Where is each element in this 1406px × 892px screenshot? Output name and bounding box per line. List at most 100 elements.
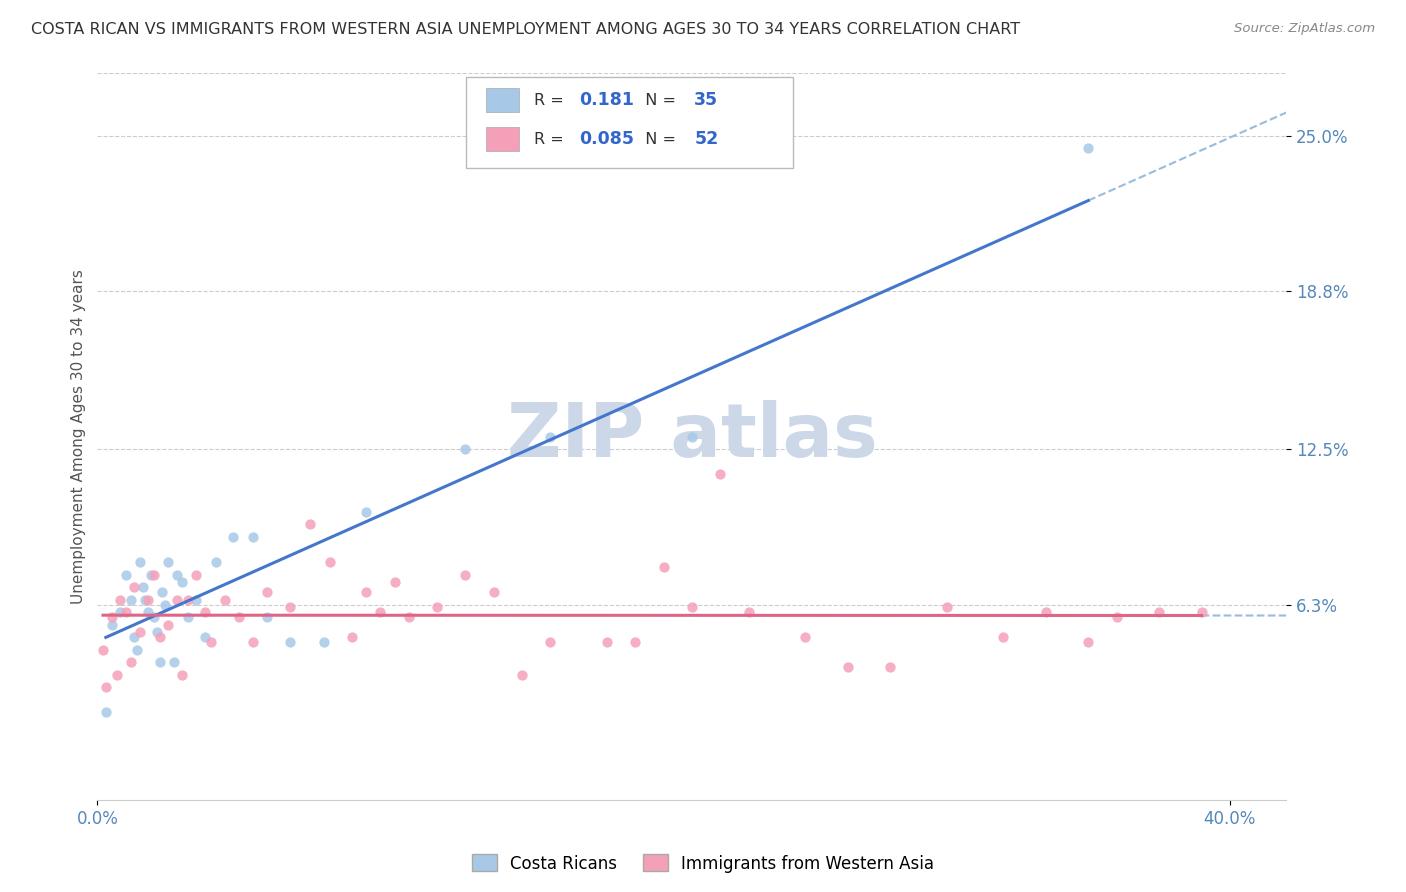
Point [242,530,264,544]
FancyBboxPatch shape [486,88,519,112]
Point [100,610,122,624]
Point [624,635,647,649]
Point [214,592,236,607]
Text: R =: R = [534,132,568,147]
Point [105,668,128,682]
Point [155,598,177,612]
Point [157,617,180,632]
Point [108,605,131,619]
Point [143,567,166,582]
Point [143,610,166,624]
Point [157,555,180,569]
Point [177,610,200,624]
Point [837,660,859,674]
Point [134,592,156,607]
Point [194,605,217,619]
Point [1077,635,1099,649]
Point [454,442,477,457]
Point [398,610,420,624]
Text: 0.181: 0.181 [579,91,634,109]
Point [356,505,378,519]
Point [278,600,301,615]
Point [136,592,159,607]
Point [200,635,222,649]
Point [122,580,145,594]
Point [166,567,188,582]
Point [340,630,363,644]
Point [131,580,153,594]
Point [108,592,131,607]
Point [146,625,169,640]
Point [120,592,142,607]
Point [91,642,114,657]
Point [278,635,301,649]
Point [538,429,561,443]
Point [120,655,142,669]
Point [194,630,217,644]
Point [370,605,392,619]
Point [312,635,335,649]
Point [172,668,194,682]
Text: N =: N = [636,93,681,108]
Point [298,517,321,532]
Point [1105,610,1128,624]
Point [356,585,378,599]
Text: 35: 35 [695,91,718,109]
Point [114,605,136,619]
Point [228,610,250,624]
Point [256,610,278,624]
Point [935,600,957,615]
Point [879,660,901,674]
Point [510,668,533,682]
Point [149,630,172,644]
Text: N =: N = [636,132,681,147]
Point [242,635,264,649]
Point [737,605,759,619]
Point [94,681,117,695]
Point [426,600,449,615]
Point [454,567,477,582]
Legend: Costa Ricans, Immigrants from Western Asia: Costa Ricans, Immigrants from Western As… [465,847,941,880]
Point [149,655,172,669]
Point [596,635,619,649]
Text: COSTA RICAN VS IMMIGRANTS FROM WESTERN ASIA UNEMPLOYMENT AMONG AGES 30 TO 34 YEA: COSTA RICAN VS IMMIGRANTS FROM WESTERN A… [31,22,1021,37]
FancyBboxPatch shape [465,77,793,168]
Point [125,642,148,657]
Point [186,592,208,607]
Point [1147,605,1170,619]
Point [152,585,174,599]
Point [256,585,278,599]
Point [1191,605,1213,619]
Y-axis label: Unemployment Among Ages 30 to 34 years: Unemployment Among Ages 30 to 34 years [72,269,86,604]
Point [100,617,122,632]
Point [1077,141,1099,155]
Text: 52: 52 [695,130,718,148]
Text: R =: R = [534,93,568,108]
Point [114,567,136,582]
FancyBboxPatch shape [486,128,519,152]
Point [186,567,208,582]
Point [1035,605,1057,619]
Point [128,555,150,569]
Point [136,605,159,619]
Point [538,635,561,649]
Point [384,575,406,590]
Text: 0.085: 0.085 [579,130,634,148]
Point [222,530,245,544]
Point [652,560,675,574]
Point [172,575,194,590]
Point [993,630,1015,644]
Point [139,567,162,582]
Point [166,592,188,607]
Point [177,592,200,607]
Text: Source: ZipAtlas.com: Source: ZipAtlas.com [1234,22,1375,36]
Point [122,630,145,644]
Point [681,429,703,443]
Point [128,625,150,640]
Point [94,706,117,720]
Point [318,555,340,569]
Point [482,585,505,599]
Point [205,555,228,569]
Point [681,600,703,615]
Text: ZIP atlas: ZIP atlas [506,401,877,473]
